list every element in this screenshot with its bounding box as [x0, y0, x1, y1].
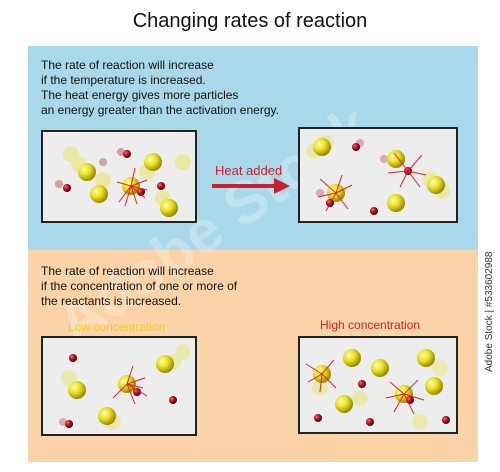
heat-arrow-icon: [212, 178, 290, 194]
red-particle: [358, 380, 366, 388]
yellow-particle: [156, 355, 174, 373]
yellow-particle: [68, 381, 86, 399]
red-particle: [157, 182, 165, 190]
red-particle: [352, 143, 360, 151]
yellow-particle: [78, 163, 96, 181]
yellow-particle: [387, 194, 405, 212]
text-line: The rate of reaction will increase: [41, 58, 214, 72]
text-line: The heat energy gives more particles: [41, 88, 239, 102]
text-line: an energy greater than the activation en…: [41, 103, 279, 117]
hot-particles-box: [298, 127, 458, 223]
yellow-particle: [425, 377, 443, 395]
yellow-particle: [313, 138, 331, 156]
yellow-particle: [427, 176, 445, 194]
text-line: if the concentration of one or more of: [41, 279, 238, 293]
low-concentration-label: Low concentration: [68, 320, 166, 334]
collision-burst: [317, 174, 353, 212]
collision-burst: [112, 365, 148, 405]
red-particle: [314, 414, 322, 422]
red-particle: [442, 416, 450, 424]
red-particle: [69, 354, 77, 362]
red-particle: [366, 418, 374, 426]
yellow-particle: [417, 349, 435, 367]
low-concentration-box: [41, 336, 197, 436]
yellow-particle: [387, 150, 405, 168]
yellow-particle: [144, 153, 162, 171]
yellow-particle: [335, 395, 353, 413]
stock-id: Adobe Stock | #533602988: [484, 251, 495, 372]
yellow-particle: [160, 199, 178, 217]
red-particle: [370, 207, 378, 215]
high-concentration-label: High concentration: [320, 318, 421, 332]
yellow-particle: [343, 349, 361, 367]
red-particle: [123, 150, 131, 158]
collision-burst: [387, 152, 427, 188]
yellow-particle: [98, 407, 116, 425]
yellow-particle: [90, 185, 108, 203]
yellow-particle: [371, 359, 389, 377]
collision-burst: [385, 379, 425, 415]
collision-burst: [305, 359, 337, 393]
red-particle: [137, 188, 145, 196]
text-line: if the temperature is increased.: [41, 73, 206, 87]
red-particle: [133, 388, 141, 396]
heat-added-label: Heat added: [215, 163, 283, 178]
temperature-explanation: The rate of reaction will increase if th…: [41, 58, 279, 118]
cold-particles-box: [41, 130, 197, 223]
red-particle: [169, 396, 177, 404]
text-line: the reactants is increased.: [41, 294, 182, 308]
red-particle: [63, 184, 71, 192]
collision-burst: [116, 167, 148, 207]
page-title: Changing rates of reaction: [132, 10, 368, 32]
concentration-explanation: The rate of reaction will increase if th…: [41, 264, 237, 309]
text-line: The rate of reaction will increase: [41, 264, 214, 278]
high-concentration-box: [298, 336, 458, 434]
red-particle: [65, 420, 73, 428]
